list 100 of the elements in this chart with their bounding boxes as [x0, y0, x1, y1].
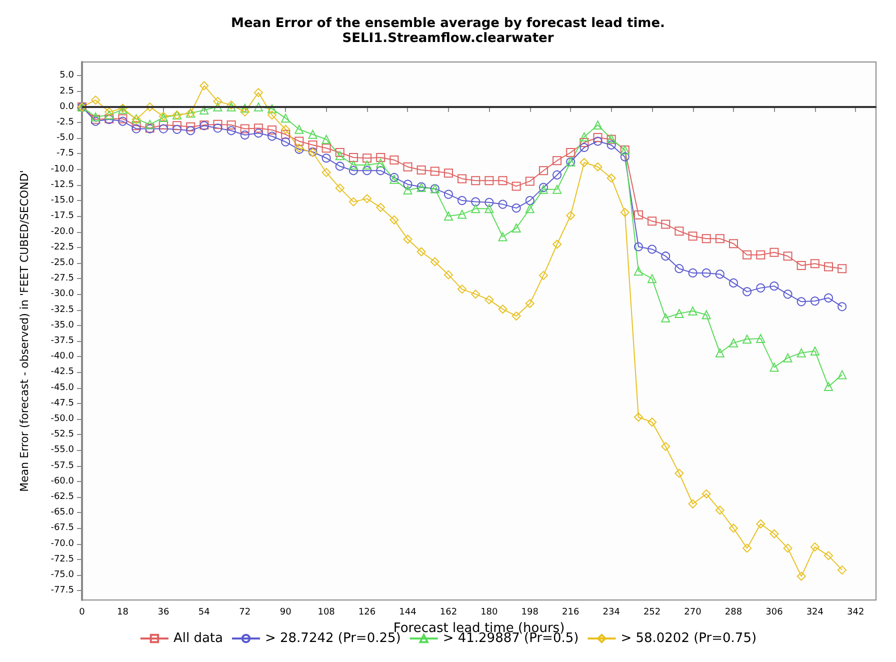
point: [240, 130, 250, 140]
point: [593, 136, 602, 146]
point: [512, 182, 521, 191]
point: [213, 96, 222, 106]
point: [172, 124, 182, 134]
y-tick-label: -72.5: [50, 554, 74, 564]
point: [810, 346, 820, 356]
point: [512, 224, 521, 233]
point: [498, 232, 508, 242]
point: [702, 234, 711, 244]
point: [648, 418, 657, 427]
point: [498, 200, 508, 209]
point: [756, 334, 766, 343]
x-tick-label: 306: [766, 608, 784, 618]
point: [688, 268, 698, 278]
point: [742, 250, 752, 260]
point: [471, 290, 480, 299]
point: [566, 148, 576, 157]
point: [770, 282, 779, 291]
x-tick-label: 0: [79, 608, 86, 618]
point: [172, 121, 182, 130]
point: [390, 215, 399, 224]
point: [728, 278, 738, 288]
point: [824, 382, 833, 392]
x-tick-label: 36: [158, 608, 170, 618]
x-tick-label: 252: [643, 608, 661, 618]
x-tick-label: 180: [480, 608, 498, 618]
point: [580, 132, 589, 142]
point: [444, 168, 453, 178]
point: [796, 348, 806, 358]
point: [674, 226, 684, 236]
point: [471, 176, 480, 186]
point: [783, 544, 792, 553]
point: [390, 155, 399, 164]
y-axis-title: Mean Error (forecast - observed) in 'FEET CUBED/SECOND': [18, 170, 31, 492]
x-tick-label: 126: [358, 608, 376, 618]
point: [580, 158, 589, 167]
point: [348, 197, 358, 206]
point: [634, 210, 643, 220]
point: [458, 196, 467, 206]
x-tick-label: 72: [239, 608, 251, 618]
point: [254, 102, 263, 112]
point: [674, 309, 684, 318]
point: [824, 293, 833, 302]
y-tick-label: -25.0: [50, 258, 74, 268]
point: [525, 196, 534, 206]
y-tick-label: 0.0: [60, 102, 74, 112]
point: [742, 287, 752, 296]
y-tick-label: -50.0: [50, 414, 74, 424]
point: [403, 162, 412, 172]
chart-subtitle: SELI1.Streamflow.clearwater: [342, 31, 554, 46]
x-tick-label: 234: [602, 608, 620, 618]
y-tick-label: -67.5: [50, 523, 74, 534]
y-tick-label: 2.5: [60, 86, 74, 96]
point: [783, 353, 792, 362]
point: [688, 499, 698, 508]
point: [268, 126, 277, 135]
point: [322, 168, 331, 177]
y-tick-label: -22.5: [50, 242, 74, 252]
point: [512, 312, 521, 321]
y-tick-label: -57.5: [50, 460, 74, 471]
point: [268, 110, 277, 120]
y-tick-label: -7.5: [56, 148, 74, 159]
x-tick-label: 198: [521, 608, 539, 618]
point: [132, 121, 141, 130]
point: [484, 198, 494, 207]
y-tick-label: -62.5: [50, 492, 74, 502]
y-tick-label: -52.5: [50, 430, 74, 440]
point: [416, 247, 426, 256]
y-tick-label: -30.0: [50, 289, 74, 300]
y-tick-label: -20.0: [50, 226, 74, 237]
point: [376, 166, 386, 176]
point: [810, 259, 820, 268]
point: [186, 122, 196, 132]
point: [118, 114, 128, 124]
point: [838, 370, 847, 380]
point: [552, 156, 562, 166]
point: [770, 529, 779, 538]
point: [308, 130, 318, 139]
point: [593, 120, 602, 130]
x-tick-label: 324: [806, 608, 824, 618]
y-tick-label: -27.5: [50, 274, 74, 284]
legend-label: > 58.0202 (Pr=0.75): [620, 631, 757, 646]
point: [281, 124, 290, 134]
point: [606, 140, 616, 150]
point: [240, 107, 250, 116]
point: [213, 120, 222, 129]
point: [715, 270, 724, 279]
point: [104, 110, 114, 120]
point: [416, 165, 426, 174]
point: [213, 102, 222, 112]
point: [254, 88, 263, 98]
point: [661, 252, 670, 261]
point: [484, 204, 494, 214]
point: [498, 304, 508, 314]
point: [362, 154, 372, 163]
point: [756, 283, 766, 292]
point: [742, 544, 752, 553]
point: [484, 295, 494, 304]
point: [471, 197, 480, 206]
